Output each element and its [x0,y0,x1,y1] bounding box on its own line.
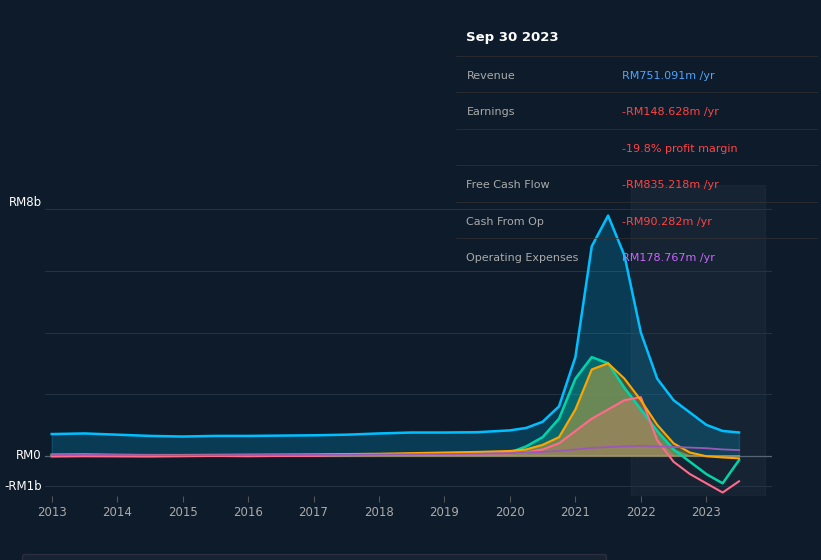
Text: -RM1b: -RM1b [4,480,42,493]
Text: Sep 30 2023: Sep 30 2023 [466,31,559,44]
Text: -RM835.218m /yr: -RM835.218m /yr [621,180,718,190]
Text: Revenue: Revenue [466,71,516,81]
Bar [631,185,765,496]
Legend: Revenue, Earnings, Free Cash Flow, Cash From Op, Operating Expenses: Revenue, Earnings, Free Cash Flow, Cash … [22,554,606,560]
Text: Cash From Op: Cash From Op [466,217,544,227]
Text: Earnings: Earnings [466,108,515,118]
Text: -19.8% profit margin: -19.8% profit margin [621,144,737,154]
Text: -RM90.282m /yr: -RM90.282m /yr [621,217,712,227]
Text: RM751.091m /yr: RM751.091m /yr [621,71,714,81]
Text: -RM148.628m /yr: -RM148.628m /yr [621,108,718,118]
Text: RM8b: RM8b [8,197,42,209]
Text: Operating Expenses: Operating Expenses [466,253,579,263]
Text: RM178.767m /yr: RM178.767m /yr [621,253,715,263]
Text: RM0: RM0 [16,449,42,462]
Text: Free Cash Flow: Free Cash Flow [466,180,550,190]
